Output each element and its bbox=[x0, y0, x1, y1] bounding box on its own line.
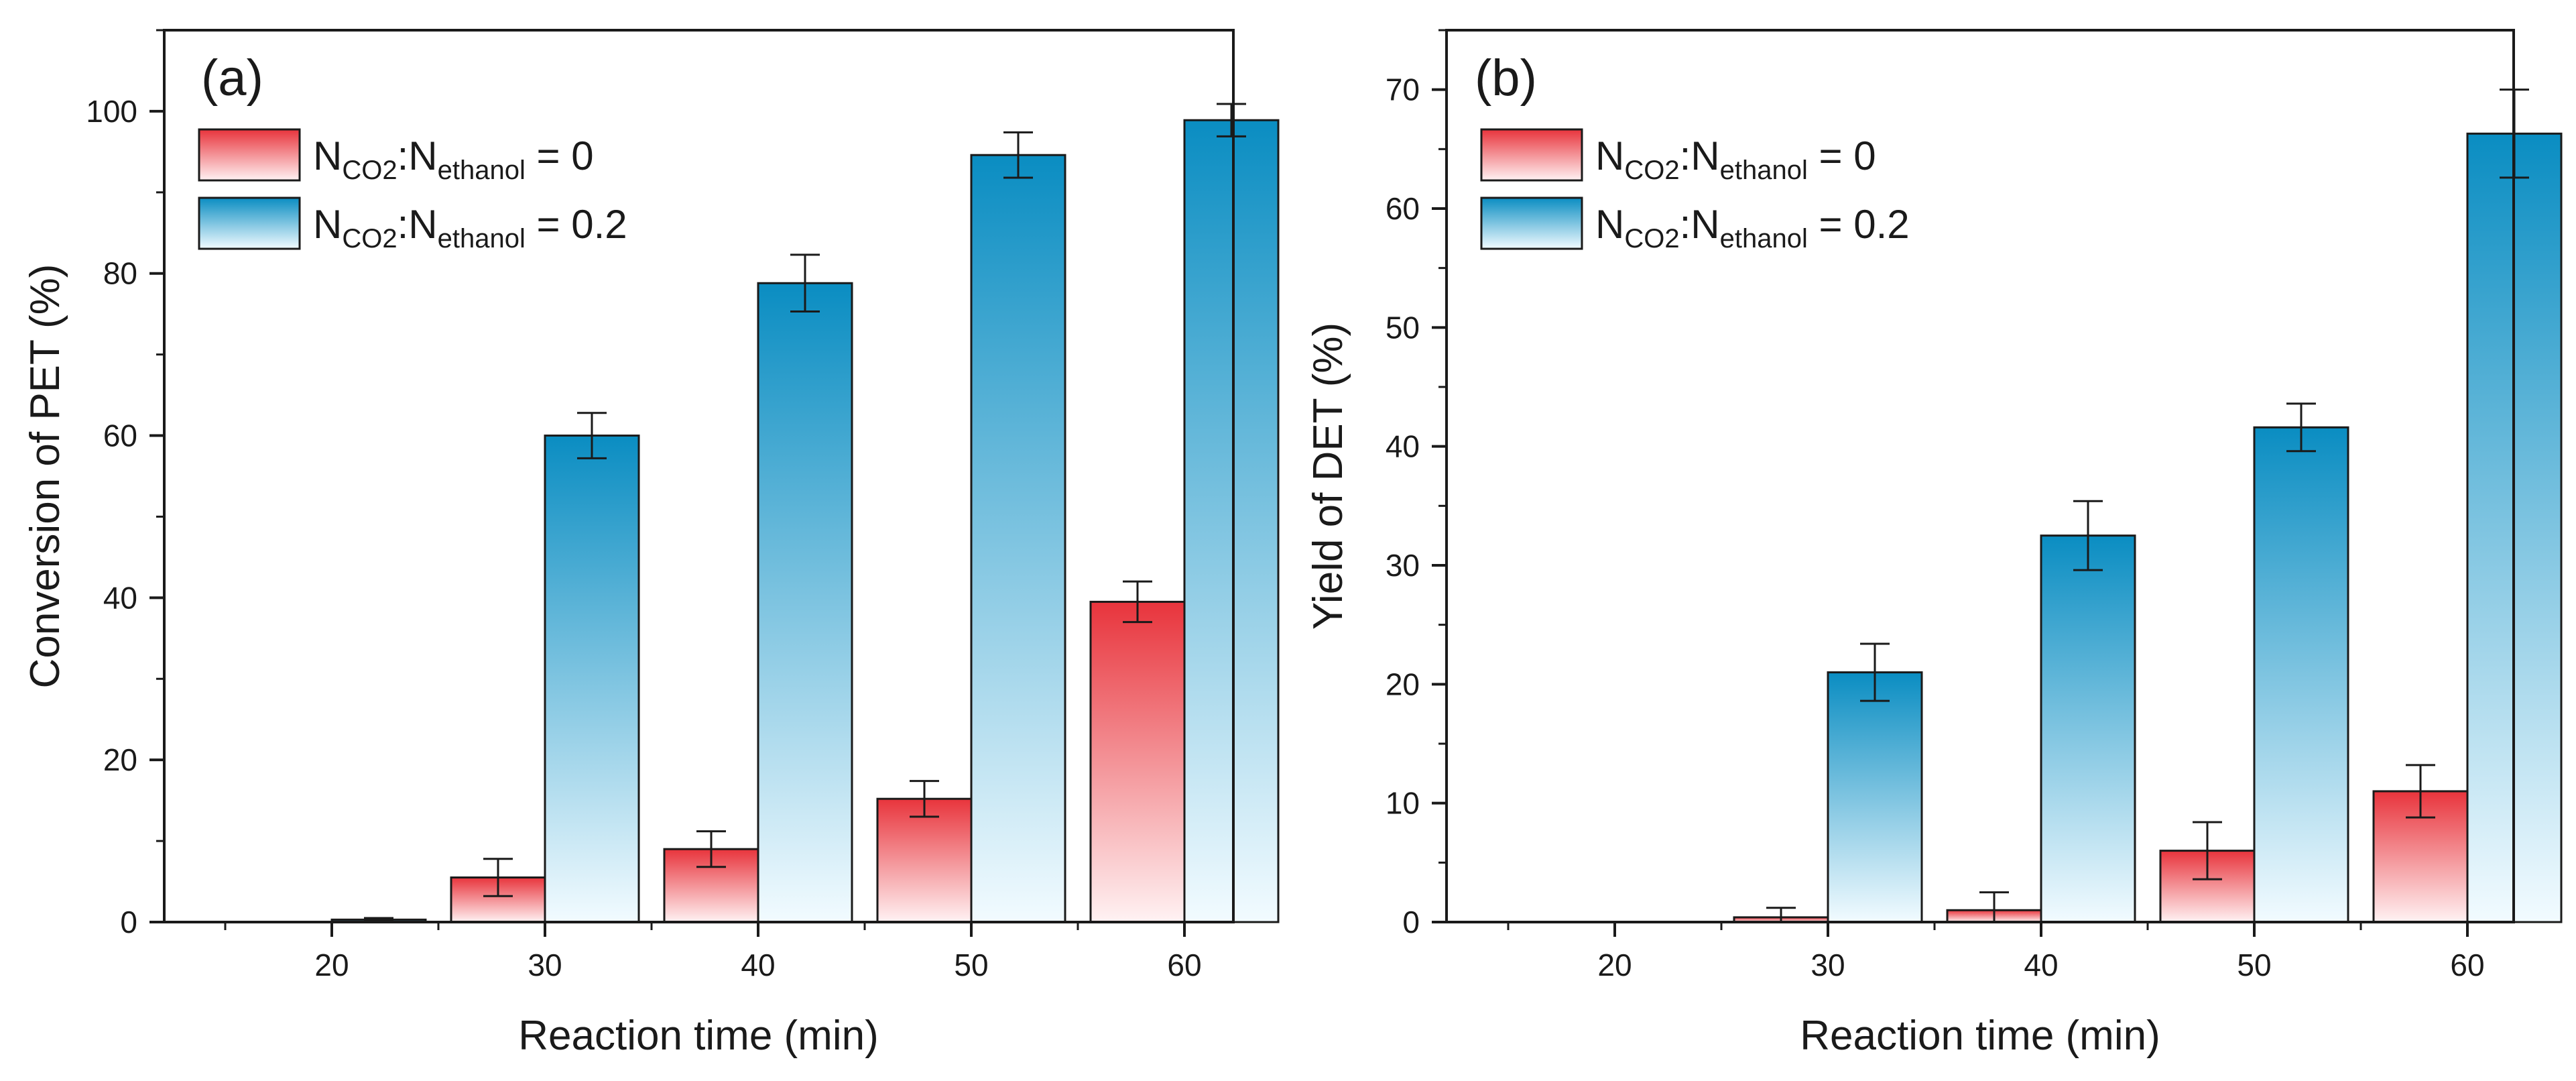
panel-a-x-tick-label-30: 30 bbox=[528, 948, 562, 982]
panel-a-error-bar-blue-50 bbox=[1003, 131, 1033, 179]
panel-a-error-bar-red-40 bbox=[696, 830, 726, 868]
panel-a-error-bar-blue-30 bbox=[577, 412, 607, 459]
panel-b-y-tick-label-40: 40 bbox=[1386, 429, 1420, 464]
panel-b-bar-blue-30 bbox=[1827, 671, 1923, 923]
panel-b-y-tick-label-0: 0 bbox=[1402, 905, 1420, 940]
panel-a-error-bar-blue-60 bbox=[1217, 103, 1246, 137]
panel-a-x-tick-label-50: 50 bbox=[954, 948, 988, 982]
panel-b-legend-swatch-red bbox=[1480, 128, 1583, 182]
panel-a-y-tick-label-60: 60 bbox=[103, 418, 137, 453]
panel-b-error-bar-blue-50 bbox=[2286, 402, 2316, 453]
panel-b-x-tick-label-30: 30 bbox=[1811, 948, 1845, 982]
panel-b-x-tick-label-50: 50 bbox=[2237, 948, 2271, 982]
panel-a-ticks: 0 20 40 60 80 100 20 30 40 50 60 bbox=[86, 29, 1202, 982]
panel-a-y-axis-title: Conversion of PET (%) bbox=[22, 264, 68, 689]
panel-a-y-tick-label-20: 20 bbox=[103, 742, 137, 777]
panel-a-label: (a) bbox=[201, 50, 263, 107]
panel-a-y-tick-label-40: 40 bbox=[103, 580, 137, 615]
panel-b-y-tick-label-60: 60 bbox=[1386, 191, 1420, 226]
panel-b-y-axis-title: Yield of DET (%) bbox=[1305, 323, 1351, 630]
panel-a-x-tick-label-40: 40 bbox=[741, 948, 775, 982]
panel-a-x-tick-label-60: 60 bbox=[1167, 948, 1201, 982]
panel-b-legend: NCO2:Nethanol = 0 NCO2:Nethanol = 0.2 bbox=[1480, 128, 1910, 253]
panel-a-error-bar-red-50 bbox=[910, 780, 939, 818]
panel-b-x-tick-label-60: 60 bbox=[2450, 948, 2484, 982]
panel-a-y-tick-label-80: 80 bbox=[103, 256, 137, 291]
panel-b-y-tick-label-30: 30 bbox=[1386, 548, 1420, 583]
panel-a-bar-blue-50 bbox=[970, 154, 1066, 923]
panel-a-error-bar-red-30 bbox=[483, 858, 513, 897]
panel-a-y-tick-label-0: 0 bbox=[120, 905, 137, 940]
panel-b-ticks: 0 10 20 30 40 50 60 70 20 30 40 50 60 bbox=[1386, 29, 2485, 982]
panel-a-legend-swatch-red bbox=[198, 128, 301, 182]
panel-b-chart: 0 10 20 30 40 50 60 70 20 30 40 50 60 (b) NCO2:Netha… bbox=[1305, 29, 2563, 1059]
panel-b-error-bar-red-50 bbox=[2193, 821, 2222, 880]
panel-b-error-bar-blue-40 bbox=[2073, 500, 2103, 571]
panel-b-legend-label-red: NCO2:Nethanol = 0 bbox=[1595, 133, 1876, 185]
panel-a-error-bar-red-60 bbox=[1123, 580, 1152, 624]
panel-b-y-tick-label-20: 20 bbox=[1386, 667, 1420, 701]
panel-a-chart: 0 20 40 60 80 100 20 30 40 50 60 (a) NCO2:Nethanol… bbox=[22, 29, 1280, 1059]
panel-a-legend: NCO2:Nethanol = 0 NCO2:Nethanol = 0.2 bbox=[198, 128, 627, 253]
panel-b-x-axis-title: Reaction time (min) bbox=[1800, 1013, 2160, 1059]
panel-a-legend-label-red: NCO2:Nethanol = 0 bbox=[313, 133, 594, 185]
panel-b-legend-swatch-blue bbox=[1480, 196, 1583, 250]
panel-b-bar-blue-40 bbox=[2040, 534, 2136, 923]
panel-a-x-axis-title: Reaction time (min) bbox=[518, 1013, 878, 1059]
panel-b-error-bar-blue-30 bbox=[1860, 642, 1890, 702]
panel-a-error-bar-blue-40 bbox=[790, 253, 820, 313]
panel-b-y-tick-label-70: 70 bbox=[1386, 72, 1420, 107]
panel-b-error-bar-red-60 bbox=[2406, 764, 2435, 819]
panel-b-legend-label-blue: NCO2:Nethanol = 0.2 bbox=[1595, 202, 1910, 253]
panel-b-x-tick-label-40: 40 bbox=[2024, 948, 2058, 982]
panel-a-bar-blue-60 bbox=[1183, 119, 1280, 923]
panel-a-legend-swatch-blue bbox=[198, 196, 301, 250]
panel-a-legend-label-blue: NCO2:Nethanol = 0.2 bbox=[313, 202, 627, 253]
panel-a-bar-red-60 bbox=[1089, 600, 1186, 923]
panel-a-bar-blue-30 bbox=[544, 435, 640, 923]
panel-b-plot-frame bbox=[1445, 29, 2515, 923]
panel-b-bar-blue-50 bbox=[2253, 426, 2349, 923]
panel-a-bar-blue-40 bbox=[757, 282, 853, 923]
panel-a-x-tick-label-20: 20 bbox=[314, 948, 349, 982]
panel-b-x-tick-label-20: 20 bbox=[1597, 948, 1632, 982]
panel-a-y-tick-label-100: 100 bbox=[86, 94, 137, 129]
panel-a-plot-frame bbox=[163, 29, 1235, 923]
panel-b-label: (b) bbox=[1475, 50, 1537, 107]
panel-b-y-tick-label-10: 10 bbox=[1386, 786, 1420, 821]
panel-b-y-tick-label-50: 50 bbox=[1386, 310, 1420, 345]
